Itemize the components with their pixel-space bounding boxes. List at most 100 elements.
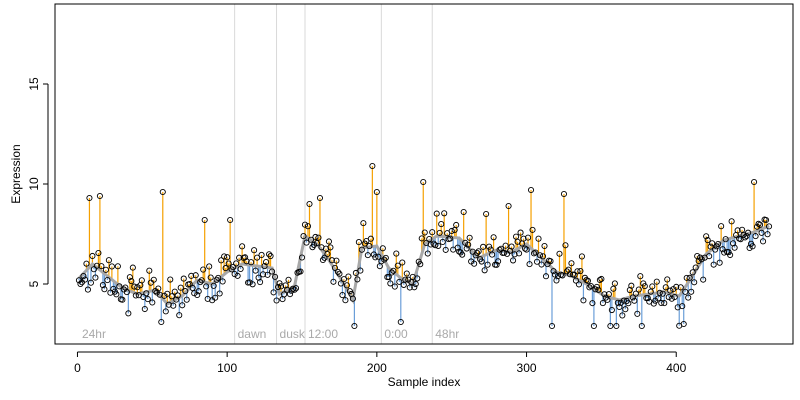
- data-point-150: [300, 233, 307, 240]
- data-point-317: [550, 268, 557, 275]
- data-point-138: [282, 282, 289, 289]
- data-point-450: [749, 243, 756, 250]
- data-point-324: [560, 190, 568, 198]
- data-point-132: [273, 297, 280, 304]
- data-point-139: [283, 286, 291, 293]
- data-point-240: [435, 242, 442, 249]
- data-point-210: [390, 267, 397, 274]
- data-point-54: [156, 291, 163, 298]
- data-point-140: [285, 276, 292, 283]
- data-point-253: [454, 244, 461, 251]
- data-point-308: [536, 252, 544, 259]
- data-point-406: [683, 274, 690, 281]
- data-point-264: [471, 260, 478, 267]
- data-point-335: [577, 268, 584, 275]
- data-point-213: [394, 262, 401, 269]
- data-point-183: [349, 295, 356, 302]
- data-point-155: [307, 236, 315, 243]
- data-point-369: [628, 282, 635, 289]
- data-point-88: [207, 274, 214, 281]
- data-point-178: [342, 297, 349, 304]
- data-point-355: [607, 322, 614, 330]
- data-point-42: [138, 277, 145, 284]
- data-point-438: [731, 244, 738, 251]
- data-point-15: [98, 263, 105, 270]
- data-point-274: [486, 243, 493, 250]
- data-point-207: [385, 273, 392, 281]
- data-point-84: [201, 216, 208, 224]
- data-point-53: [155, 285, 162, 292]
- data-point-289: [508, 243, 515, 250]
- x-tick-label-4: 400: [666, 361, 686, 375]
- period-label-0: dawn: [238, 327, 267, 341]
- data-point-154: [306, 200, 313, 208]
- data-point-21: [107, 289, 114, 296]
- data-point-198: [372, 254, 379, 261]
- data-point-128: [267, 253, 274, 260]
- data-point-196: [369, 162, 376, 170]
- data-point-49: [149, 299, 156, 306]
- data-point-58: [162, 308, 169, 315]
- x-tick-label-2: 200: [367, 361, 387, 375]
- data-point-188: [357, 267, 364, 274]
- data-point-375: [637, 273, 644, 280]
- data-point-116: [249, 281, 256, 288]
- data-point-361: [616, 303, 623, 311]
- data-point-267: [475, 248, 482, 255]
- data-point-337: [580, 297, 587, 304]
- data-point-179: [343, 282, 350, 289]
- data-point-209: [388, 269, 395, 276]
- data-point-380: [644, 294, 651, 302]
- data-point-35: [128, 278, 135, 285]
- data-point-67: [176, 312, 183, 319]
- data-point-350: [599, 300, 606, 307]
- data-point-17: [101, 286, 108, 293]
- data-point-302: [527, 186, 535, 194]
- data-point-239: [433, 210, 440, 217]
- data-point-399: [673, 283, 680, 290]
- data-point-238: [432, 242, 439, 249]
- data-point-168: [327, 244, 334, 251]
- y-axis: 5 10 15: [27, 77, 49, 287]
- data-point-360: [614, 299, 621, 306]
- data-point-32: [123, 289, 130, 296]
- smoothed-trend-line: [77, 224, 770, 306]
- data-point-258: [462, 239, 469, 246]
- data-point-8: [87, 279, 94, 286]
- data-point-321: [556, 250, 563, 257]
- data-point-169: [328, 257, 335, 264]
- data-point-63: [170, 302, 177, 309]
- data-point-260: [465, 241, 472, 248]
- data-point-97: [221, 253, 228, 260]
- data-point-13: [95, 249, 102, 257]
- data-point-351: [601, 291, 608, 298]
- data-point-408: [686, 274, 693, 281]
- data-point-204: [381, 256, 388, 263]
- data-point-348: [596, 276, 603, 284]
- data-point-390: [659, 290, 666, 297]
- period-label-start: 24hr: [82, 327, 106, 341]
- data-point-333: [574, 268, 581, 275]
- data-point-25: [113, 291, 120, 298]
- data-point-74: [186, 281, 193, 288]
- data-point-71: [182, 288, 189, 295]
- data-point-294: [516, 250, 523, 257]
- data-point-460: [764, 231, 771, 238]
- data-point-422: [707, 243, 714, 250]
- data-point-272: [483, 210, 490, 218]
- data-point-66: [174, 292, 181, 299]
- data-point-180: [345, 273, 352, 280]
- data-point-211: [391, 283, 398, 290]
- data-point-112: [243, 258, 250, 265]
- data-point-68: [177, 284, 184, 291]
- y-tick-label-2: 15: [27, 77, 41, 91]
- data-point-241: [436, 229, 443, 236]
- data-point-131: [272, 273, 279, 280]
- data-point-394: [665, 294, 672, 301]
- data-point-436: [728, 218, 735, 225]
- x-tick-label-3: 300: [517, 361, 537, 375]
- data-point-415: [697, 254, 704, 261]
- data-point-149: [298, 254, 306, 261]
- data-point-143: [289, 285, 297, 292]
- data-point-459: [763, 216, 770, 224]
